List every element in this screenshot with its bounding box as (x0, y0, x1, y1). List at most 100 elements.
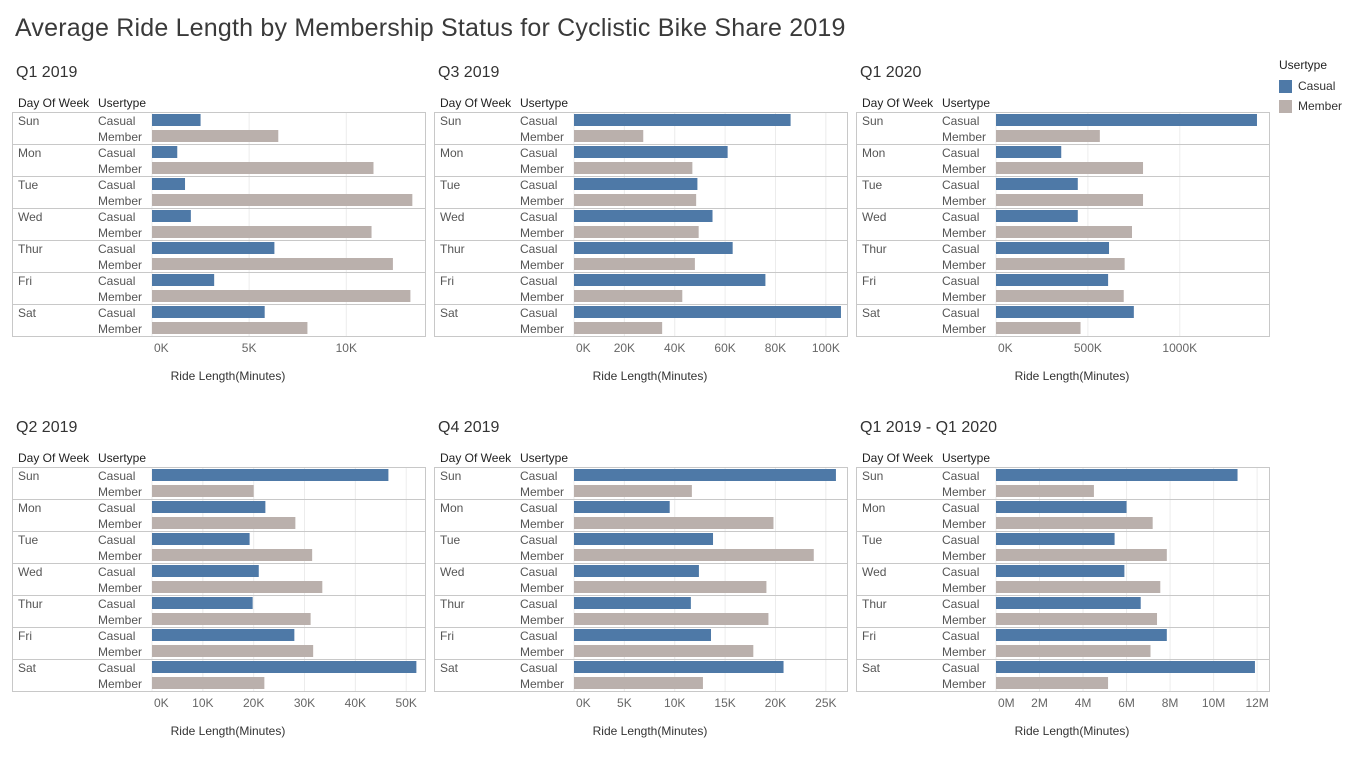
bar-casual-mon[interactable] (152, 501, 266, 513)
bar-member-wed[interactable] (574, 226, 699, 238)
bar-member-mon[interactable] (996, 517, 1153, 529)
bar-casual-sun[interactable] (996, 114, 1257, 126)
bar-casual-mon[interactable] (996, 146, 1062, 158)
bar-casual-fri[interactable] (152, 274, 215, 286)
chart-panel-q1-2020: Q1 2020 Day Of Week Usertype Sun Casual Me… (856, 64, 1271, 409)
usertype-label-casual: Casual (98, 210, 135, 224)
bar-casual-sat[interactable] (996, 661, 1255, 673)
bar-casual-wed[interactable] (574, 210, 713, 222)
bar-member-sun[interactable] (152, 485, 254, 497)
bar-casual-fri[interactable] (574, 274, 766, 286)
bar-member-sat[interactable] (152, 677, 265, 689)
usertype-label-casual: Casual (520, 469, 557, 483)
bar-member-thur[interactable] (996, 258, 1125, 270)
bar-casual-sat[interactable] (152, 306, 265, 318)
bar-member-sat[interactable] (574, 677, 703, 689)
bar-member-wed[interactable] (996, 581, 1161, 593)
bar-member-sat[interactable] (996, 322, 1081, 334)
bar-member-wed[interactable] (152, 581, 323, 593)
bar-casual-thur[interactable] (152, 597, 253, 609)
bar-casual-thur[interactable] (996, 242, 1110, 254)
bar-casual-wed[interactable] (152, 565, 259, 577)
bar-casual-tue[interactable] (574, 533, 714, 545)
bar-casual-wed[interactable] (996, 565, 1125, 577)
bar-member-sun[interactable] (996, 485, 1094, 497)
bar-casual-tue[interactable] (574, 178, 698, 190)
bar-casual-wed[interactable] (152, 210, 191, 222)
panel-title: Q2 2019 (16, 419, 78, 436)
usertype-label-casual: Casual (520, 242, 557, 256)
bar-casual-tue[interactable] (996, 178, 1078, 190)
bar-member-sun[interactable] (152, 130, 279, 142)
bar-member-fri[interactable] (574, 645, 754, 657)
bar-member-sun[interactable] (574, 485, 692, 497)
bar-casual-fri[interactable] (996, 274, 1109, 286)
bar-member-mon[interactable] (996, 162, 1144, 174)
bar-casual-wed[interactable] (996, 210, 1078, 222)
bar-member-thur[interactable] (996, 613, 1158, 625)
usertype-label-casual: Casual (520, 501, 557, 515)
bar-casual-sat[interactable] (152, 661, 417, 673)
bar-casual-tue[interactable] (152, 533, 250, 545)
bar-member-sat[interactable] (574, 322, 663, 334)
bar-member-wed[interactable] (152, 226, 372, 238)
bar-casual-mon[interactable] (996, 501, 1127, 513)
bar-member-sat[interactable] (996, 677, 1109, 689)
bar-member-tue[interactable] (996, 549, 1167, 561)
bar-member-thur[interactable] (574, 613, 769, 625)
chart-frame (434, 467, 848, 692)
bar-casual-sat[interactable] (996, 306, 1134, 318)
bar-member-mon[interactable] (574, 162, 693, 174)
bar-member-thur[interactable] (152, 258, 393, 270)
bar-member-tue[interactable] (996, 194, 1144, 206)
bar-casual-tue[interactable] (152, 178, 186, 190)
bar-casual-sun[interactable] (574, 114, 791, 126)
bar-casual-fri[interactable] (574, 629, 712, 641)
bar-member-tue[interactable] (574, 194, 697, 206)
bar-member-fri[interactable] (574, 290, 683, 302)
bar-casual-sun[interactable] (574, 469, 836, 481)
bar-member-tue[interactable] (152, 549, 313, 561)
legend-item-member[interactable]: Member (1279, 96, 1342, 116)
bar-casual-tue[interactable] (996, 533, 1115, 545)
bar-casual-sun[interactable] (152, 469, 389, 481)
bar-member-mon[interactable] (152, 517, 296, 529)
usertype-label-member: Member (942, 485, 986, 499)
x-axis-title: Ride Length(Minutes) (1015, 369, 1130, 383)
bar-member-thur[interactable] (152, 613, 311, 625)
bar-member-thur[interactable] (574, 258, 695, 270)
bar-casual-mon[interactable] (152, 146, 178, 158)
bar-casual-thur[interactable] (996, 597, 1141, 609)
bar-member-tue[interactable] (574, 549, 814, 561)
chart-panel-q1-2019-q1-2020: Q1 2019 - Q1 2020 Day Of Week Usertype S… (856, 419, 1271, 764)
bar-member-sun[interactable] (574, 130, 644, 142)
bar-casual-thur[interactable] (574, 597, 691, 609)
bar-casual-sun[interactable] (996, 469, 1238, 481)
bar-casual-sun[interactable] (152, 114, 201, 126)
bar-member-fri[interactable] (996, 290, 1124, 302)
bar-casual-thur[interactable] (574, 242, 733, 254)
bar-casual-fri[interactable] (152, 629, 295, 641)
bar-member-fri[interactable] (996, 645, 1151, 657)
bar-member-sun[interactable] (996, 130, 1100, 142)
bar-member-sat[interactable] (152, 322, 308, 334)
bar-casual-mon[interactable] (574, 501, 670, 513)
legend-swatch-casual (1279, 79, 1292, 93)
bar-member-wed[interactable] (574, 581, 767, 593)
panel-title: Q4 2019 (438, 419, 500, 436)
panel-title: Q1 2019 - Q1 2020 (860, 419, 997, 436)
bar-member-fri[interactable] (152, 645, 314, 657)
bar-casual-sat[interactable] (574, 661, 784, 673)
bar-member-mon[interactable] (152, 162, 374, 174)
bar-member-mon[interactable] (574, 517, 774, 529)
bar-casual-fri[interactable] (996, 629, 1167, 641)
bar-casual-wed[interactable] (574, 565, 699, 577)
legend-item-casual[interactable]: Casual (1279, 76, 1342, 96)
bar-member-fri[interactable] (152, 290, 411, 302)
bar-casual-sat[interactable] (574, 306, 841, 318)
bar-member-tue[interactable] (152, 194, 413, 206)
bar-casual-mon[interactable] (574, 146, 728, 158)
usertype-label-member: Member (98, 613, 142, 627)
bar-casual-thur[interactable] (152, 242, 275, 254)
bar-member-wed[interactable] (996, 226, 1132, 238)
